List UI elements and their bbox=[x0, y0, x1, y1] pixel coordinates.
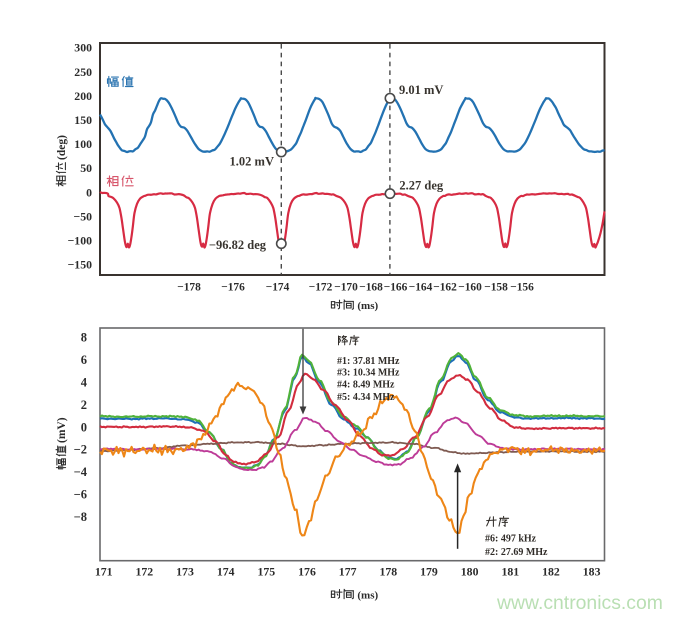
svg-text:−168: −168 bbox=[359, 282, 383, 294]
svg-text:−170: −170 bbox=[334, 282, 358, 294]
svg-text:175: 175 bbox=[257, 565, 275, 579]
svg-text:#1: 37.81 MHz: #1: 37.81 MHz bbox=[337, 356, 400, 367]
svg-text:−100: −100 bbox=[68, 234, 93, 248]
svg-text:−176: −176 bbox=[221, 282, 245, 294]
svg-text:200: 200 bbox=[74, 89, 92, 103]
svg-text:6: 6 bbox=[81, 353, 87, 367]
svg-text:0: 0 bbox=[81, 420, 87, 434]
svg-text:8: 8 bbox=[81, 331, 87, 345]
svg-text:172: 172 bbox=[136, 565, 154, 579]
svg-text:−160: −160 bbox=[458, 282, 482, 294]
svg-text:179: 179 bbox=[420, 565, 438, 579]
svg-text:−150: −150 bbox=[68, 258, 93, 272]
svg-text:181: 181 bbox=[501, 565, 519, 579]
svg-text:−174: −174 bbox=[266, 282, 290, 294]
svg-text:250: 250 bbox=[74, 65, 92, 79]
svg-text:#4: 8.49 MHz: #4: 8.49 MHz bbox=[337, 380, 395, 391]
svg-text:−6: −6 bbox=[74, 487, 87, 501]
svg-text:4: 4 bbox=[81, 376, 88, 390]
svg-text:(ms): (ms) bbox=[357, 300, 378, 312]
svg-text:#6: 497 kHz: #6: 497 kHz bbox=[485, 533, 537, 544]
svg-text:−164: −164 bbox=[409, 282, 433, 294]
svg-text:9.01 mV: 9.01 mV bbox=[399, 83, 443, 97]
svg-text:0: 0 bbox=[86, 185, 92, 199]
svg-text:−172: −172 bbox=[309, 282, 333, 294]
svg-text:183: 183 bbox=[583, 565, 601, 579]
svg-text:1.02 mV: 1.02 mV bbox=[230, 154, 274, 168]
svg-text:−8: −8 bbox=[74, 510, 87, 524]
svg-text:182: 182 bbox=[542, 565, 560, 579]
svg-text:173: 173 bbox=[176, 565, 194, 579]
svg-text:(mV): (mV) bbox=[56, 417, 68, 443]
svg-text:www.cntronics.com: www.cntronics.com bbox=[496, 592, 663, 614]
svg-text:150: 150 bbox=[74, 113, 92, 127]
svg-text:−4: −4 bbox=[74, 465, 88, 479]
svg-text:100: 100 bbox=[74, 137, 92, 151]
svg-text:−158: −158 bbox=[484, 282, 508, 294]
svg-text:#2: 27.69 MHz: #2: 27.69 MHz bbox=[485, 547, 548, 558]
svg-text:171: 171 bbox=[95, 565, 113, 579]
svg-text:−156: −156 bbox=[510, 282, 534, 294]
svg-text:176: 176 bbox=[298, 565, 316, 579]
svg-text:300: 300 bbox=[74, 41, 92, 55]
svg-text:#5: 4.34 MHz: #5: 4.34 MHz bbox=[337, 392, 395, 403]
svg-text:#3: 10.34 MHz: #3: 10.34 MHz bbox=[337, 367, 400, 378]
svg-text:174: 174 bbox=[217, 565, 235, 579]
svg-text:50: 50 bbox=[80, 161, 92, 175]
svg-text:(ms): (ms) bbox=[357, 590, 378, 602]
svg-text:178: 178 bbox=[379, 565, 397, 579]
svg-text:177: 177 bbox=[339, 565, 357, 579]
svg-text:−2: −2 bbox=[74, 442, 87, 456]
svg-text:(deg): (deg) bbox=[56, 135, 68, 160]
svg-text:2: 2 bbox=[81, 398, 87, 412]
svg-text:180: 180 bbox=[461, 565, 479, 579]
svg-text:−50: −50 bbox=[73, 210, 92, 224]
svg-text:−96.82 deg: −96.82 deg bbox=[209, 238, 267, 252]
svg-text:2.27 deg: 2.27 deg bbox=[399, 179, 444, 193]
svg-text:−166: −166 bbox=[384, 282, 408, 294]
svg-text:−162: −162 bbox=[433, 282, 457, 294]
svg-text:−178: −178 bbox=[177, 282, 201, 294]
